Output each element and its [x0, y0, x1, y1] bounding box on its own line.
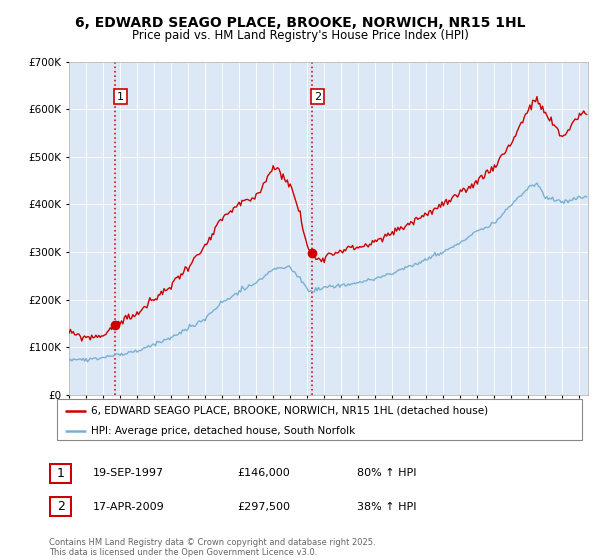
Text: £297,500: £297,500: [237, 502, 290, 512]
Text: 6, EDWARD SEAGO PLACE, BROOKE, NORWICH, NR15 1HL: 6, EDWARD SEAGO PLACE, BROOKE, NORWICH, …: [75, 16, 525, 30]
Text: 2: 2: [56, 500, 65, 514]
Text: This data is licensed under the Open Government Licence v3.0.: This data is licensed under the Open Gov…: [49, 548, 317, 557]
Text: Price paid vs. HM Land Registry's House Price Index (HPI): Price paid vs. HM Land Registry's House …: [131, 29, 469, 42]
Text: 17-APR-2009: 17-APR-2009: [93, 502, 165, 512]
Text: Contains HM Land Registry data © Crown copyright and database right 2025.: Contains HM Land Registry data © Crown c…: [49, 538, 376, 547]
Text: HPI: Average price, detached house, South Norfolk: HPI: Average price, detached house, Sout…: [91, 426, 355, 436]
Text: £146,000: £146,000: [237, 468, 290, 478]
Text: 6, EDWARD SEAGO PLACE, BROOKE, NORWICH, NR15 1HL (detached house): 6, EDWARD SEAGO PLACE, BROOKE, NORWICH, …: [91, 405, 488, 416]
Text: 2: 2: [314, 92, 321, 101]
Text: 1: 1: [117, 92, 124, 101]
Text: 19-SEP-1997: 19-SEP-1997: [93, 468, 164, 478]
Text: 38% ↑ HPI: 38% ↑ HPI: [357, 502, 416, 512]
FancyBboxPatch shape: [57, 399, 582, 440]
Text: 80% ↑ HPI: 80% ↑ HPI: [357, 468, 416, 478]
Text: 1: 1: [56, 466, 65, 480]
